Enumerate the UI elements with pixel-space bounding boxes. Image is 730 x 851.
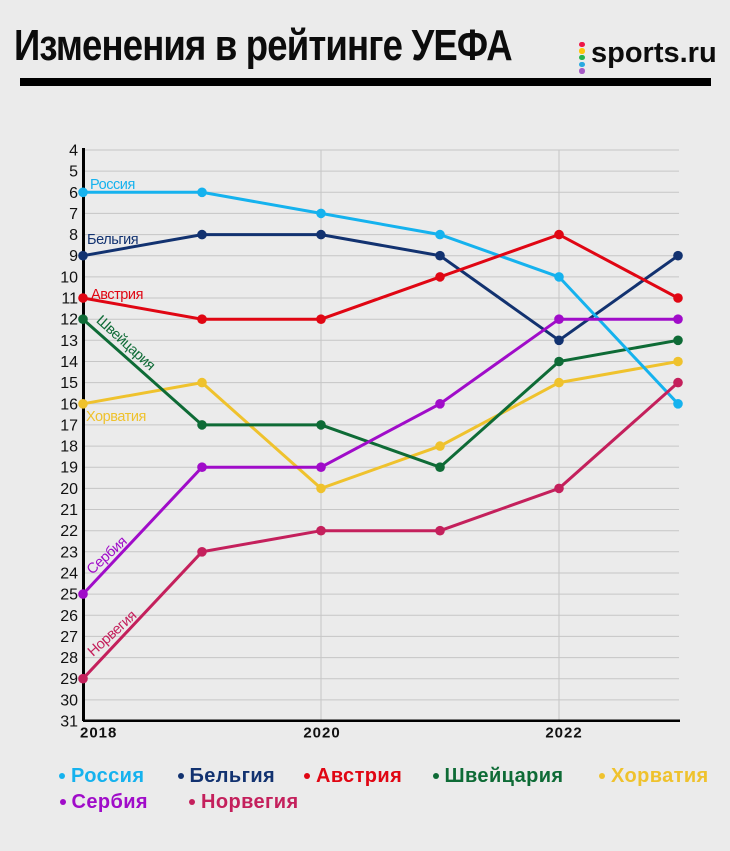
svg-text:22: 22 bbox=[60, 523, 78, 540]
svg-text:31: 31 bbox=[60, 714, 78, 731]
svg-text:23: 23 bbox=[60, 544, 78, 561]
svg-text:5: 5 bbox=[69, 164, 78, 181]
svg-text:25: 25 bbox=[60, 587, 78, 604]
svg-text:12: 12 bbox=[60, 312, 78, 329]
svg-text:4: 4 bbox=[69, 143, 78, 160]
svg-text:20: 20 bbox=[60, 481, 78, 498]
svg-text:13: 13 bbox=[60, 333, 78, 350]
svg-text:11: 11 bbox=[61, 291, 78, 308]
svg-text:Сербия: Сербия bbox=[84, 534, 130, 578]
svg-text:Австрия: Австрия bbox=[91, 287, 143, 303]
svg-text:2020: 2020 bbox=[303, 725, 340, 742]
svg-text:2022: 2022 bbox=[545, 725, 582, 742]
svg-text:Россия: Россия bbox=[90, 177, 135, 193]
svg-text:Швейцария: Швейцария bbox=[93, 313, 158, 374]
svg-text:18: 18 bbox=[60, 439, 78, 456]
svg-text:16: 16 bbox=[60, 396, 78, 413]
svg-text:19: 19 bbox=[60, 460, 78, 477]
svg-text:Хорватия: Хорватия bbox=[86, 409, 146, 425]
svg-text:9: 9 bbox=[69, 248, 78, 265]
svg-text:2018: 2018 bbox=[80, 725, 117, 742]
svg-text:14: 14 bbox=[60, 354, 78, 371]
svg-text:21: 21 bbox=[60, 502, 78, 519]
svg-text:27: 27 bbox=[60, 629, 78, 646]
svg-text:6: 6 bbox=[69, 185, 78, 202]
svg-text:7: 7 bbox=[69, 206, 78, 223]
svg-text:10: 10 bbox=[60, 269, 78, 286]
svg-text:15: 15 bbox=[60, 375, 78, 392]
svg-text:17: 17 bbox=[60, 417, 78, 434]
svg-text:30: 30 bbox=[60, 692, 78, 709]
svg-text:24: 24 bbox=[60, 566, 78, 583]
svg-text:28: 28 bbox=[60, 650, 78, 667]
svg-text:26: 26 bbox=[60, 608, 78, 625]
svg-text:8: 8 bbox=[69, 227, 78, 244]
svg-text:29: 29 bbox=[60, 671, 78, 688]
svg-text:Бельгия: Бельгия bbox=[87, 232, 138, 248]
